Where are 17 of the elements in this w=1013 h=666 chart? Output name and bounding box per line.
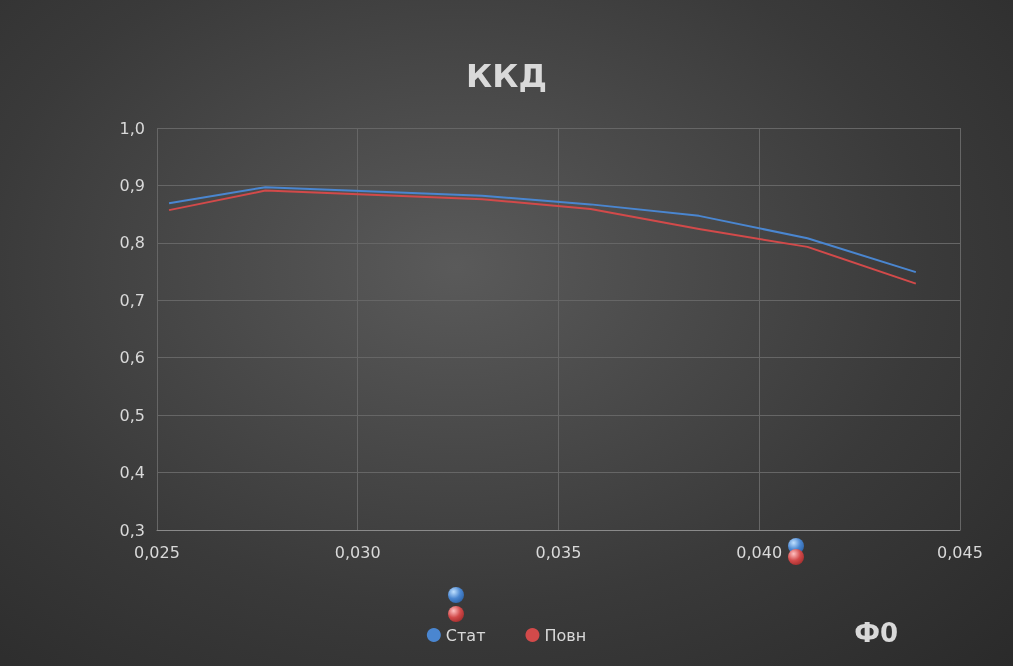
y-tick-label: 1,0	[119, 118, 145, 138]
x-tick-label: 0,040	[736, 542, 783, 562]
x-tick-label: 0,030	[334, 542, 381, 562]
y-tick-label: 0,6	[119, 348, 145, 368]
x-tick-label: 0,045	[937, 542, 983, 562]
y-tick-label: 0,5	[119, 405, 145, 425]
x-tick-label: 0,035	[535, 542, 582, 562]
legend-label: Повн	[544, 625, 587, 645]
x-tick-label: 0,025	[134, 542, 180, 562]
y-tick-label: 0,7	[119, 290, 145, 310]
y-tick-label: 0,3	[119, 520, 145, 540]
legend-label: Стат	[445, 625, 486, 645]
chart-title: ККД	[466, 57, 547, 95]
y-tick-label: 0,8	[119, 233, 145, 253]
y-tick-label: 0,4	[119, 463, 145, 483]
y-tick-label: 0,9	[119, 175, 145, 195]
x-axis-title: Ф0	[854, 618, 898, 648]
